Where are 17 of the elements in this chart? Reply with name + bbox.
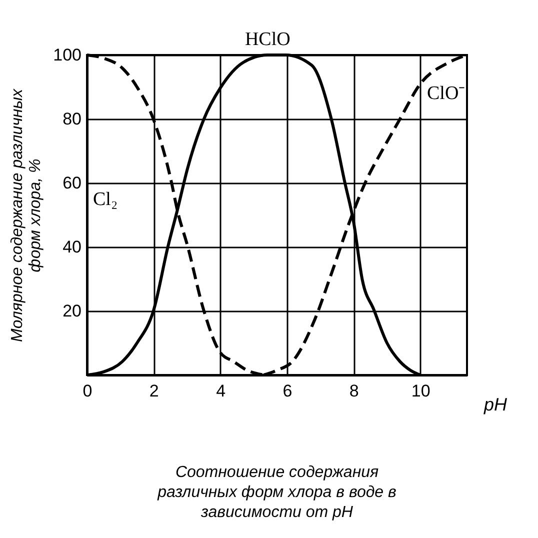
series-label: ClO⁻ — [427, 83, 465, 104]
y-tick-label: 20 — [62, 302, 82, 320]
x-tick-label: 8 — [349, 382, 359, 400]
y-tick-label: 60 — [62, 174, 82, 192]
y-tick-label: 100 — [53, 46, 82, 64]
x-tick-label: 6 — [282, 382, 292, 400]
x-tick-label: 2 — [149, 382, 159, 400]
x-tick-label: 0 — [82, 382, 92, 400]
x-axis-title: pH — [482, 394, 508, 414]
text: Соотношение содержания различных форм хлора в воде в зависимости от pH — [156, 464, 396, 521]
y-tick-label: 80 — [62, 110, 82, 128]
series-label: HClO — [244, 29, 290, 50]
text: Cl₂ — [93, 189, 118, 210]
x-tick-label: 4 — [216, 382, 226, 400]
y-axis-title: Молярное содержание различных форм хлора, % — [9, 88, 44, 342]
x-tick-label: 10 — [411, 382, 430, 400]
y-tick-label: 40 — [62, 238, 82, 256]
